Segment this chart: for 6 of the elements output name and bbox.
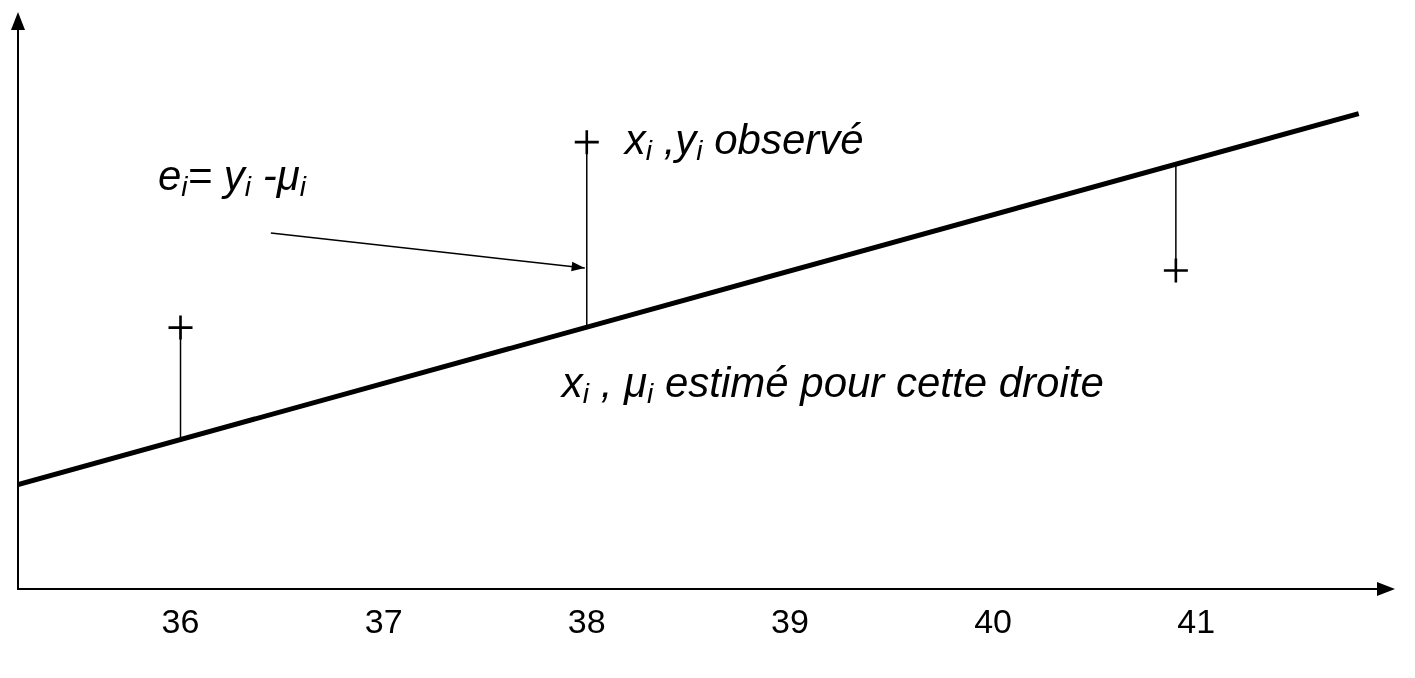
x-tick-label: 38	[567, 601, 606, 640]
x-tick-label: 41	[1177, 601, 1216, 640]
x-tick-label: 39	[771, 601, 809, 640]
x-tick-label: 37	[364, 601, 403, 640]
x-tick-label: 36	[161, 601, 200, 640]
x-tick-label: 40	[974, 601, 1012, 640]
